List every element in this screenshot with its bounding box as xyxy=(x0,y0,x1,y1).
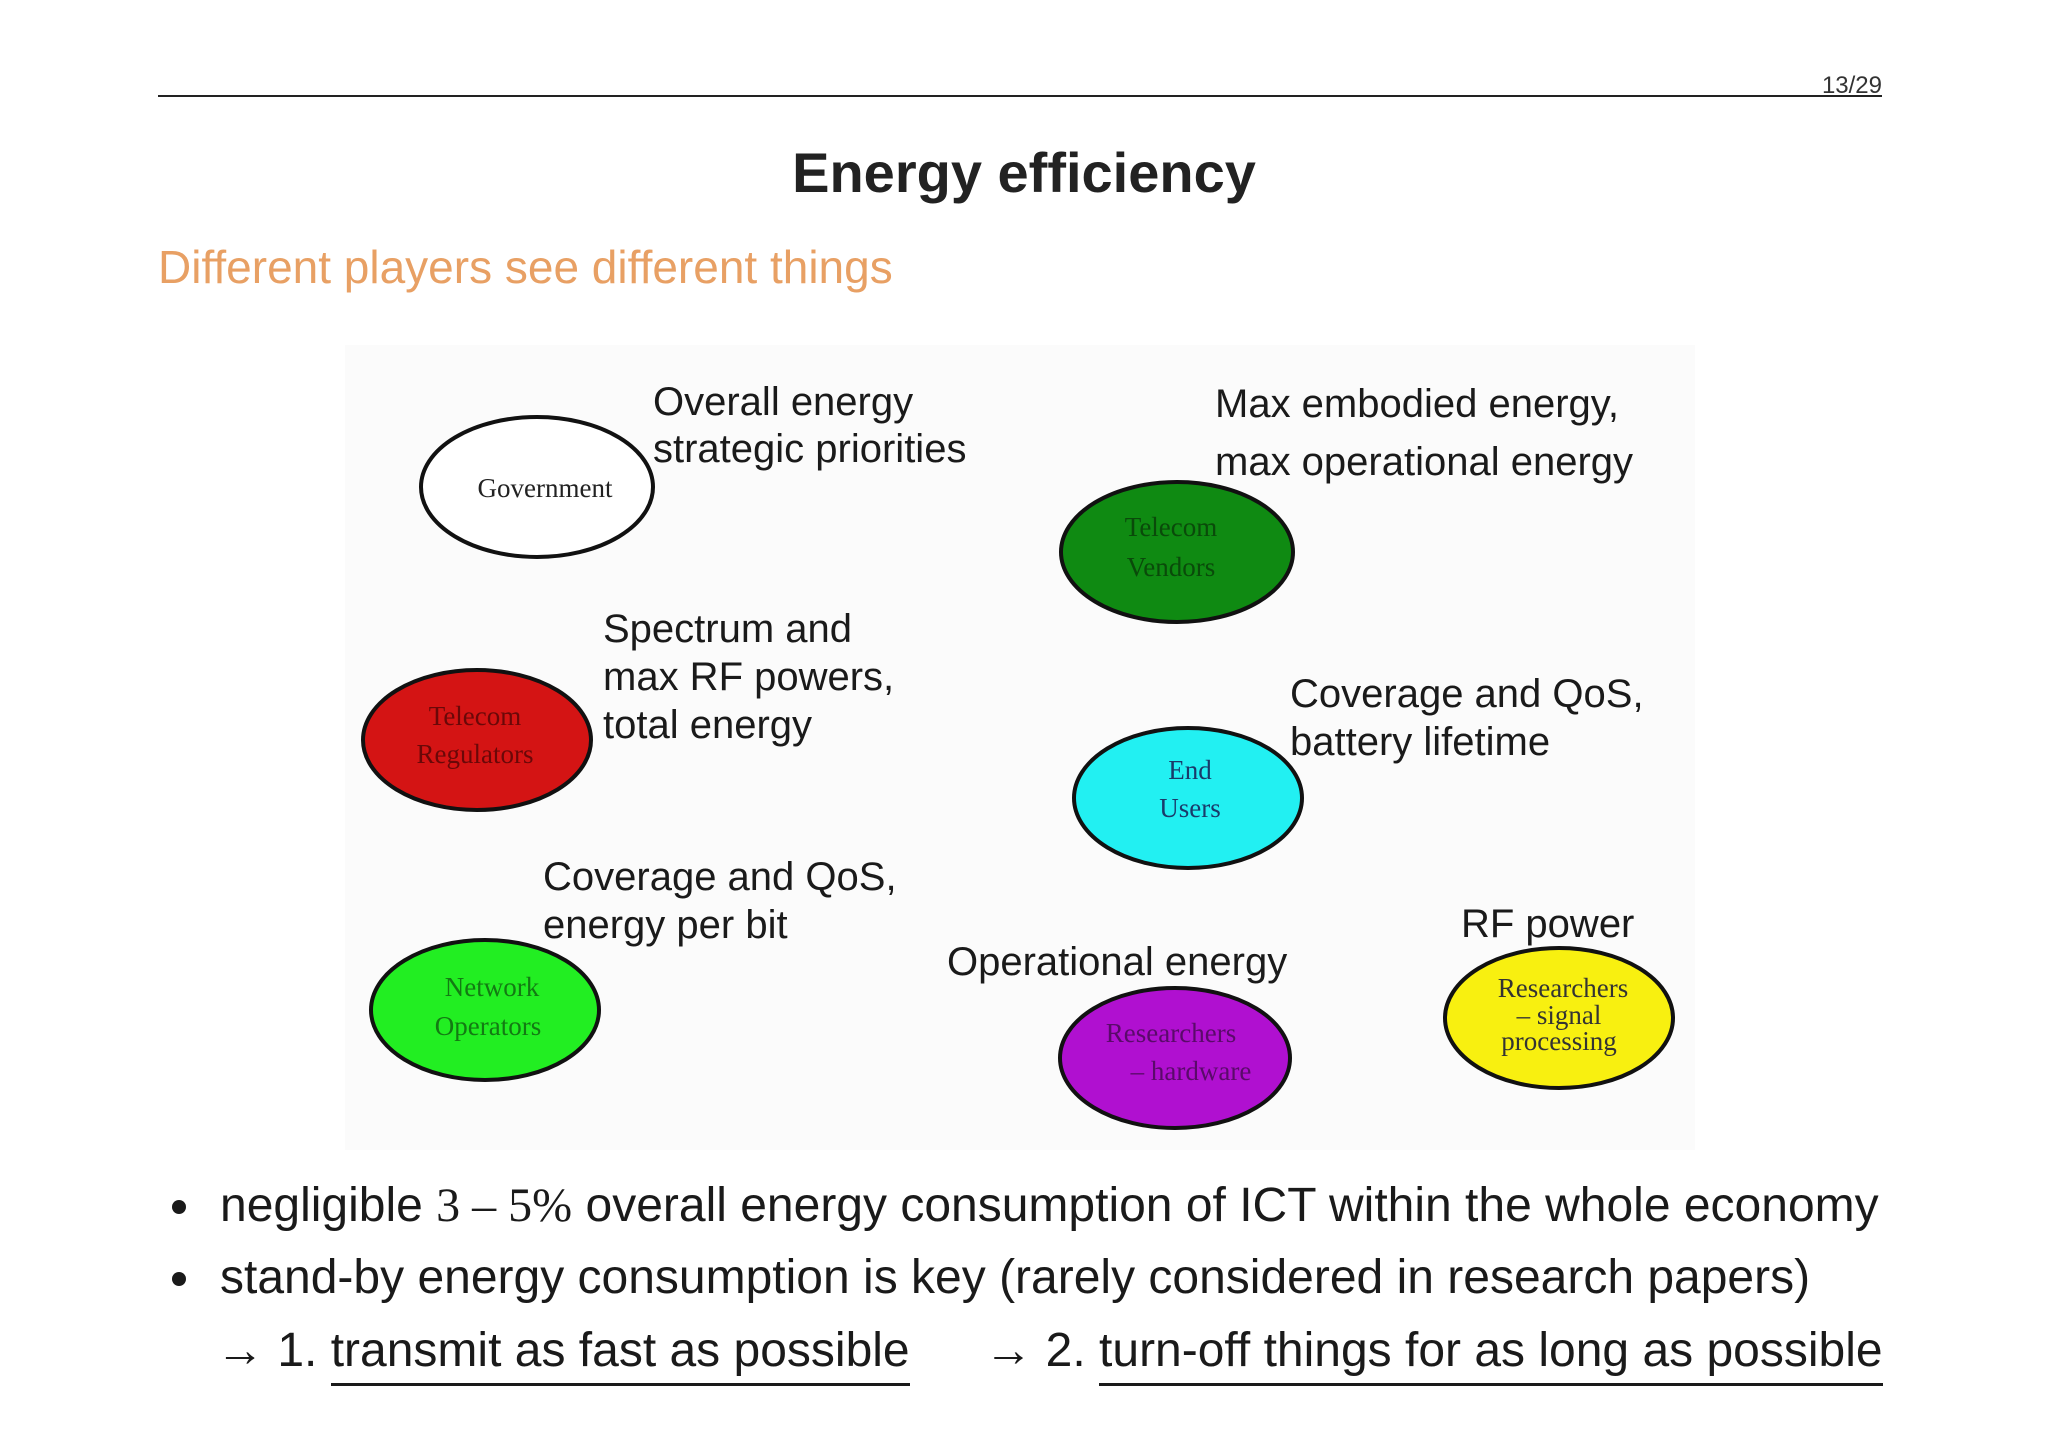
step-2-text: turn-off things for as long as possible xyxy=(1099,1324,1883,1386)
player-researchers-signal-ellipse xyxy=(1443,946,1675,1090)
player-telecom-regulators: Telecom Regulators xyxy=(361,668,593,812)
player-researchers-signal: Researchers – signal processing xyxy=(1443,946,1675,1090)
arrow-icon: → xyxy=(216,1324,264,1377)
player-telecom-vendors-line1: Telecom xyxy=(1125,512,1218,542)
bullet-item: stand-by energy consumption is key (rare… xyxy=(160,1242,1960,1314)
players-diagram: Government Telecom Vendors Telecom Regul… xyxy=(345,345,1695,1150)
concern-government: Overall energy strategic priorities xyxy=(653,380,966,471)
concern-regulators: Spectrum and max RF powers, total energy xyxy=(603,607,894,747)
step-1-text: transmit as fast as possible xyxy=(330,1324,910,1386)
concern-government-line2: strategic priorities xyxy=(653,427,966,471)
concern-regulators-line1: Spectrum and xyxy=(603,607,852,651)
concern-operators: Coverage and QoS, energy per bit xyxy=(543,855,897,947)
concern-vendors-line1: Max embodied energy, xyxy=(1215,382,1619,426)
concern-operators-line1: Coverage and QoS, xyxy=(543,855,897,899)
player-government-ellipse xyxy=(419,415,655,559)
player-network-operators-line2: Operators xyxy=(435,1011,541,1041)
concern-users-line2: battery lifetime xyxy=(1290,720,1550,764)
bullet-item: negligible 3 – 5% overall energy consump… xyxy=(160,1170,1960,1242)
player-researchers-hardware-line2: – hardware xyxy=(1130,1056,1252,1086)
player-telecom-regulators-line1: Telecom xyxy=(429,701,522,731)
player-telecom-vendors: Telecom Vendors xyxy=(1059,480,1295,624)
player-researchers-hardware-line1: Researchers xyxy=(1106,1018,1236,1048)
player-telecom-vendors-ellipse xyxy=(1059,480,1295,624)
player-network-operators-ellipse xyxy=(369,938,601,1082)
player-researchers-hardware-ellipse xyxy=(1058,986,1292,1130)
steps-line: → 1. transmit as fast as possible → 2. t… xyxy=(160,1314,1960,1388)
bullet-1-pre: negligible xyxy=(220,1179,423,1232)
slide-title: Energy efficiency xyxy=(792,141,1256,204)
player-government: Government xyxy=(419,415,655,559)
player-government-label: Government xyxy=(478,473,613,503)
concern-hardware: Operational energy xyxy=(947,940,1287,984)
player-end-users-line1: End xyxy=(1168,755,1212,785)
player-network-operators: Network Operators xyxy=(369,938,601,1082)
bullet-1-math: 3 – 5% xyxy=(436,1179,573,1232)
player-end-users-line2: Users xyxy=(1159,793,1221,823)
player-network-operators-line1: Network xyxy=(445,972,540,1002)
header-rule xyxy=(158,95,1882,97)
concern-vendors-line2: max operational energy xyxy=(1215,440,1633,484)
player-researchers-signal-line2: – signal xyxy=(1516,1000,1602,1030)
players-diagram-svg: Government Telecom Vendors Telecom Regul… xyxy=(361,380,1675,1130)
player-end-users: End Users xyxy=(1072,726,1304,870)
concern-operators-line2: energy per bit xyxy=(543,903,788,947)
concern-vendors: Max embodied energy, max operational ene… xyxy=(1215,382,1633,484)
concern-signal: RF power xyxy=(1461,902,1634,946)
step-1-number: 1. xyxy=(277,1324,318,1377)
page-number: 13/29 xyxy=(1821,72,1882,99)
concern-users: Coverage and QoS, battery lifetime xyxy=(1290,672,1644,764)
concern-signal-line1: RF power xyxy=(1461,902,1634,946)
player-telecom-regulators-ellipse xyxy=(361,668,593,812)
concern-users-line1: Coverage and QoS, xyxy=(1290,672,1644,716)
concern-regulators-line2: max RF powers, xyxy=(603,655,894,699)
concern-regulators-line3: total energy xyxy=(603,703,812,747)
bullet-2-text: stand-by energy consumption is key (rare… xyxy=(220,1251,1811,1304)
concern-hardware-line1: Operational energy xyxy=(947,940,1287,984)
player-telecom-vendors-line2: Vendors xyxy=(1127,552,1216,582)
bullet-dot xyxy=(172,1272,186,1286)
player-researchers-hardware: Researchers – hardware xyxy=(1058,986,1292,1130)
bullet-list: negligible 3 – 5% overall energy consump… xyxy=(160,1170,1960,1388)
bullet-dot xyxy=(172,1200,186,1214)
step-2-number: 2. xyxy=(1045,1324,1086,1377)
player-end-users-ellipse xyxy=(1072,726,1304,870)
player-telecom-regulators-line2: Regulators xyxy=(417,739,534,769)
arrow-icon: → xyxy=(984,1324,1033,1377)
player-researchers-signal-line1: Researchers xyxy=(1498,973,1628,1003)
slide-subtitle: Different players see different things xyxy=(158,241,893,293)
player-researchers-signal-line3: processing xyxy=(1501,1026,1616,1056)
bullet-1-post: overall energy consumption of ICT within… xyxy=(585,1179,1879,1232)
concern-government-line1: Overall energy xyxy=(653,380,913,424)
